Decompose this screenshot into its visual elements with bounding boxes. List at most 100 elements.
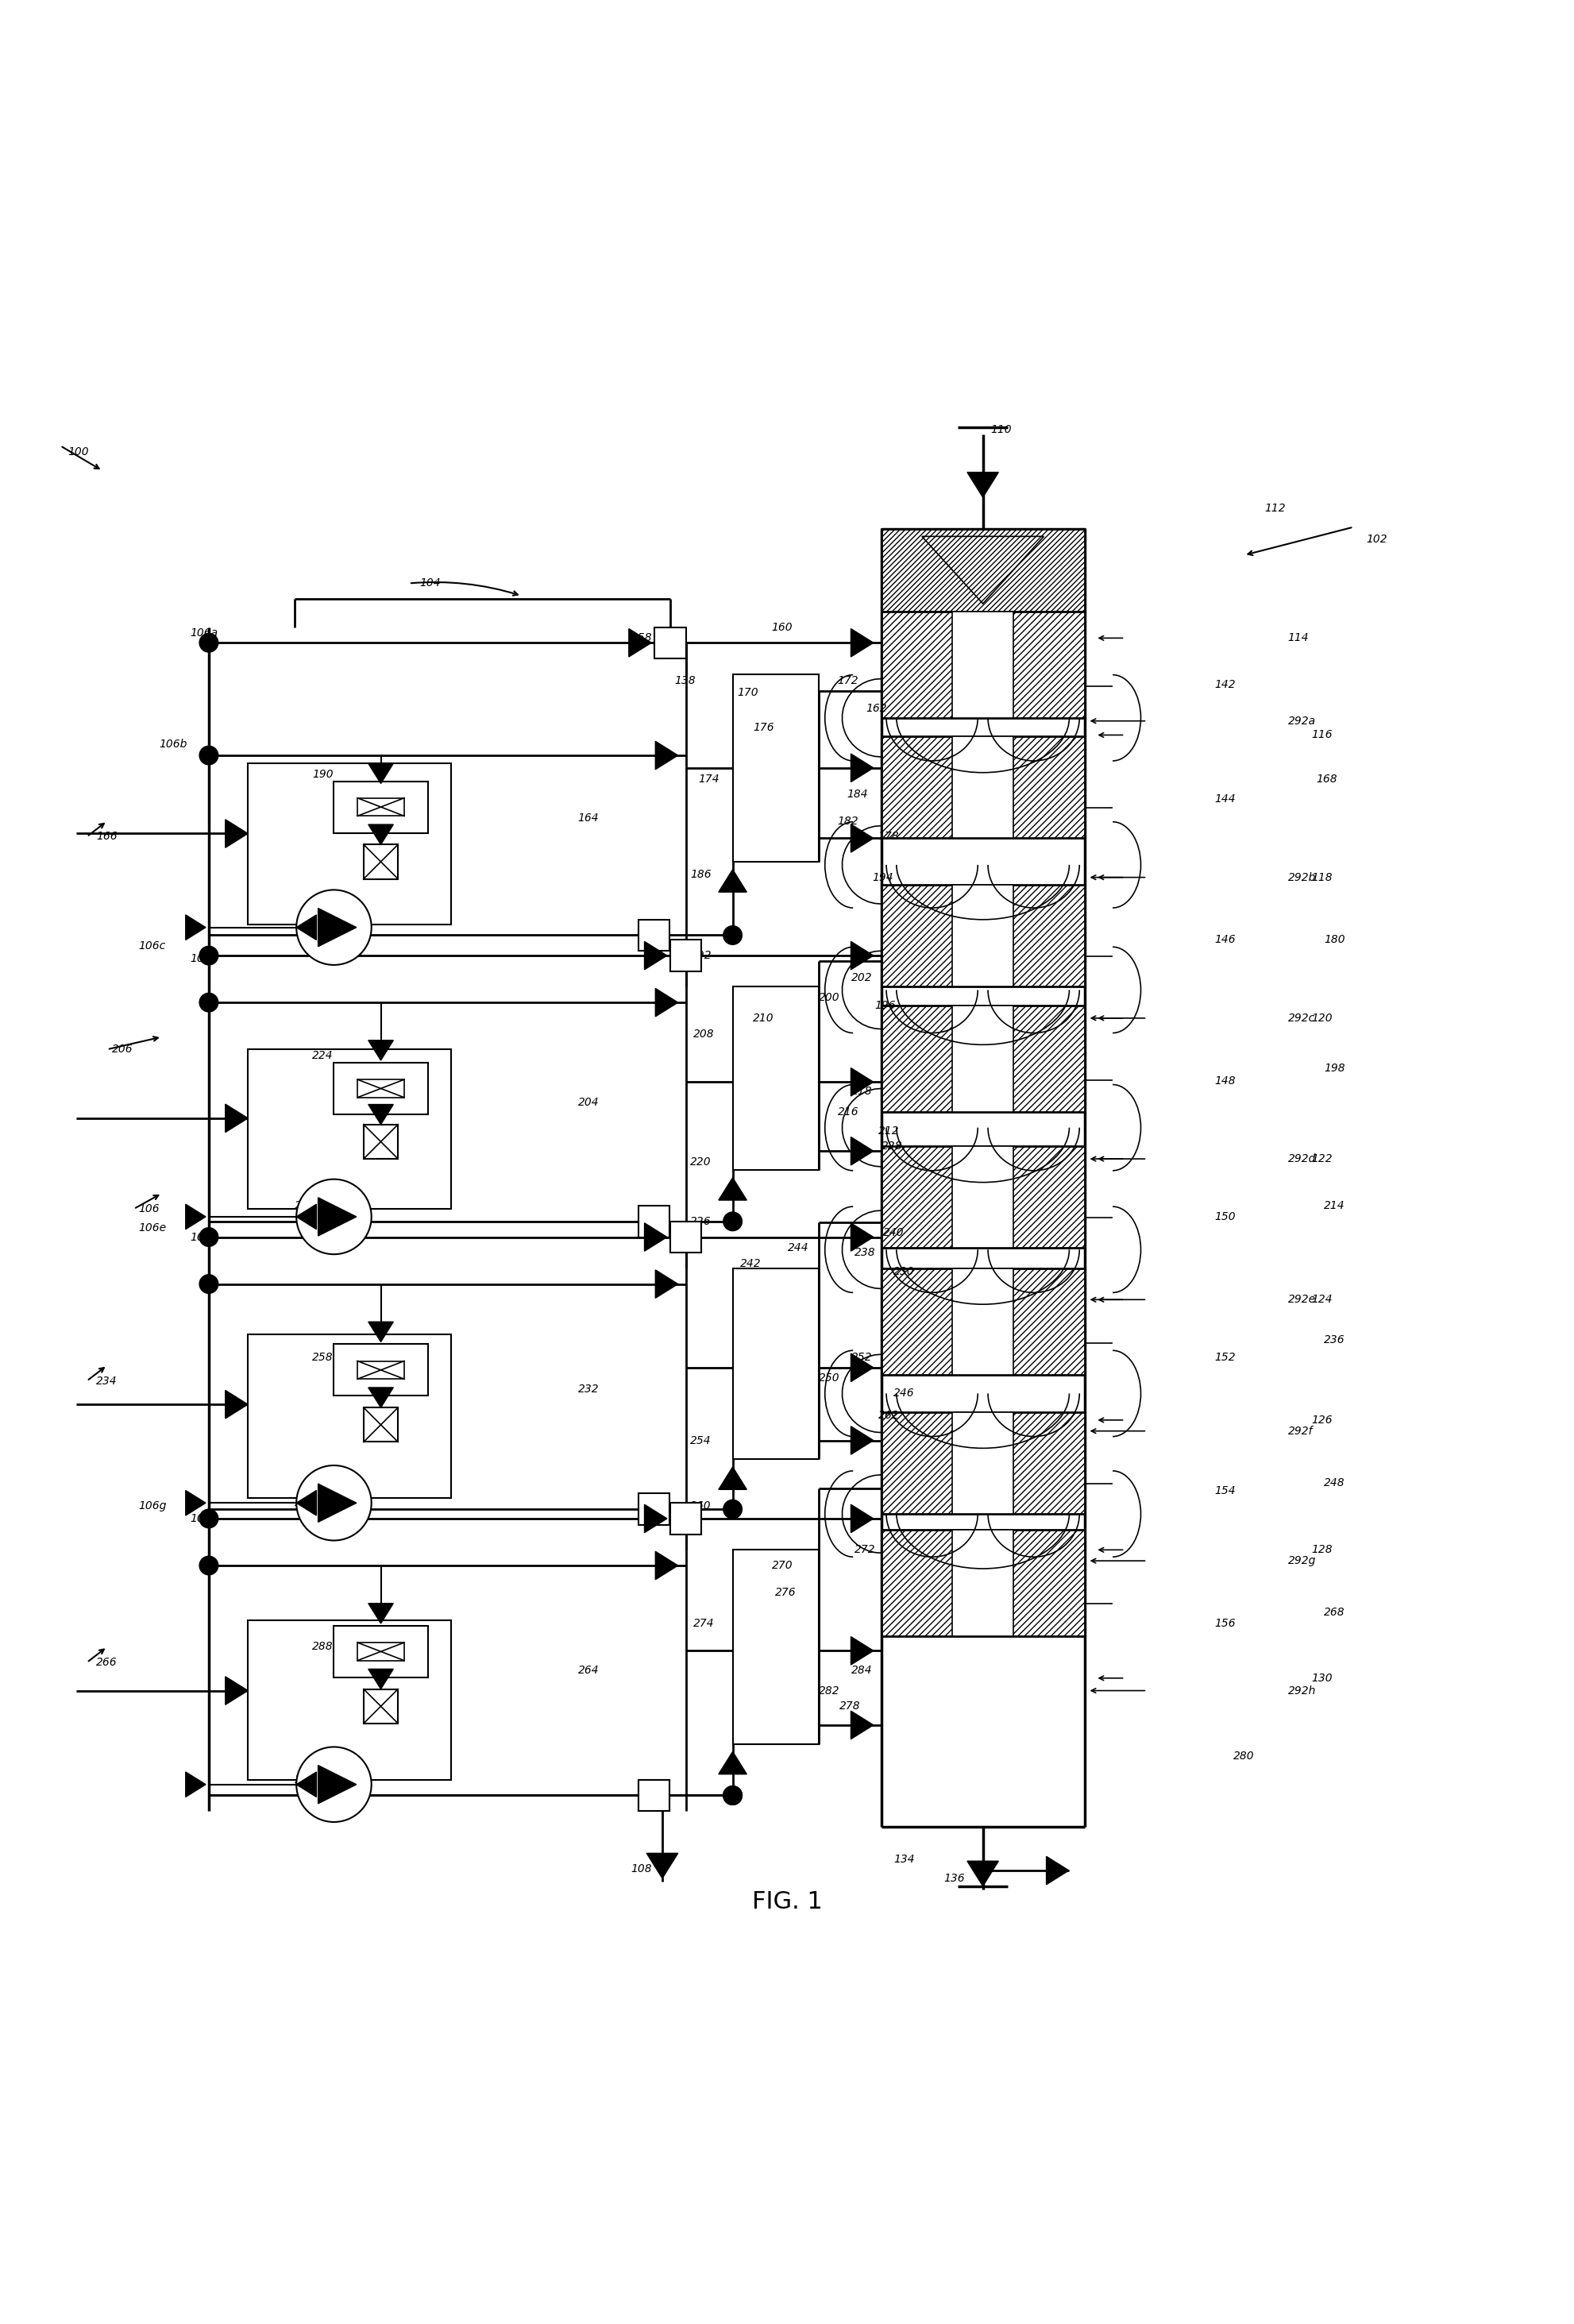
Bar [357,1078,405,1097]
Bar [637,1206,669,1236]
Text: 274: 274 [693,1618,715,1629]
Polygon shape [655,988,677,1016]
Text: 106: 106 [139,1204,159,1215]
Text: 170: 170 [737,688,759,700]
Polygon shape [1045,1857,1069,1885]
Polygon shape [644,941,667,969]
Bar [364,844,398,878]
Text: 258: 258 [312,1353,334,1364]
Text: 272: 272 [855,1545,875,1555]
Bar [952,737,1012,839]
Bar [881,1529,1084,1636]
Text: 292f: 292f [1288,1425,1313,1436]
Bar [637,1780,669,1810]
Text: 128: 128 [1311,1545,1332,1555]
Text: 100: 100 [68,446,90,458]
Bar [364,1408,398,1441]
Polygon shape [850,630,874,658]
Text: 224: 224 [312,1050,334,1062]
Polygon shape [850,1136,874,1164]
Text: 134: 134 [894,1855,914,1866]
Circle shape [200,992,219,1011]
Text: 212: 212 [878,1125,899,1136]
Bar [357,1362,405,1378]
Text: 176: 176 [752,723,774,732]
Polygon shape [318,1483,356,1522]
Polygon shape [225,1104,247,1132]
Text: 106f: 106f [190,1232,216,1243]
Text: 292a: 292a [1288,716,1314,727]
Text: 230: 230 [894,1267,914,1278]
Text: 280: 280 [1232,1750,1253,1762]
Polygon shape [225,820,247,848]
Polygon shape [318,1197,356,1236]
Text: 106d: 106d [190,953,219,964]
Text: 250: 250 [818,1371,839,1383]
Polygon shape [850,1222,874,1250]
Text: 244: 244 [787,1243,807,1253]
Text: 206: 206 [112,1043,132,1055]
Text: 146: 146 [1214,934,1236,946]
Text: 292e: 292e [1288,1294,1314,1306]
Text: 282: 282 [818,1685,839,1697]
Text: 236: 236 [1324,1334,1344,1346]
Bar [247,1620,452,1780]
Polygon shape [850,1504,874,1532]
Text: 106h: 106h [190,1513,219,1525]
Text: 188: 188 [294,918,316,930]
Text: 122: 122 [1311,1153,1332,1164]
Text: 210: 210 [752,1013,774,1023]
Polygon shape [655,1552,677,1580]
Text: 124: 124 [1311,1294,1332,1306]
Text: 154: 154 [1214,1485,1236,1497]
Text: 178: 178 [878,832,899,841]
Polygon shape [296,1490,316,1515]
Text: 156: 156 [1214,1618,1236,1629]
Bar [357,797,405,816]
Circle shape [200,1274,219,1294]
Text: 116: 116 [1311,730,1332,741]
Polygon shape [368,1604,394,1624]
Circle shape [296,1178,371,1255]
Circle shape [200,746,219,765]
Text: 200: 200 [818,992,839,1004]
Text: 264: 264 [578,1664,598,1676]
Circle shape [296,1748,371,1822]
Polygon shape [644,1504,667,1532]
Polygon shape [368,1387,394,1408]
Text: 292d: 292d [1288,1153,1316,1164]
Text: 284: 284 [852,1664,872,1676]
Bar [732,1269,818,1459]
Text: 110: 110 [990,425,1012,435]
Text: 126: 126 [1311,1415,1332,1425]
Text: 238: 238 [855,1248,875,1257]
Circle shape [722,1499,741,1518]
Polygon shape [850,1636,874,1664]
Text: 106e: 106e [139,1222,167,1234]
Text: 174: 174 [697,774,719,786]
Bar [881,1269,1084,1376]
Polygon shape [850,941,874,969]
Circle shape [722,1787,741,1806]
Text: 214: 214 [1324,1199,1344,1211]
Polygon shape [628,630,652,658]
Bar [881,528,1084,611]
Polygon shape [718,1466,746,1490]
Text: 136: 136 [943,1873,965,1885]
Polygon shape [718,1752,746,1773]
Text: 292c: 292c [1288,1013,1314,1023]
Text: 164: 164 [578,813,598,823]
Bar [952,1146,1012,1248]
Text: 276: 276 [774,1587,795,1597]
Text: 112: 112 [1264,502,1284,514]
Text: 118: 118 [1311,872,1332,883]
Bar [637,1494,669,1525]
Bar [247,762,452,925]
Text: 106g: 106g [139,1501,167,1511]
Circle shape [200,1557,219,1576]
Polygon shape [368,1322,394,1341]
Circle shape [200,634,219,653]
Polygon shape [296,1771,316,1796]
Text: 252: 252 [852,1353,872,1364]
Text: 166: 166 [96,832,118,841]
